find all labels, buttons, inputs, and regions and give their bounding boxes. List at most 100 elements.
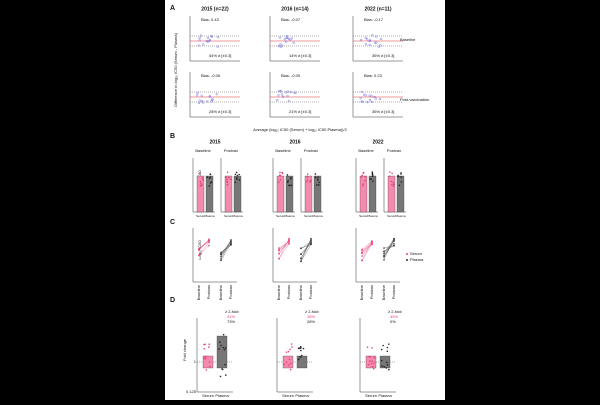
dot xyxy=(283,38,286,41)
dot xyxy=(203,343,205,346)
dot xyxy=(400,173,402,175)
dot xyxy=(375,35,378,38)
x-label: Baseline xyxy=(298,284,303,300)
dot xyxy=(361,248,363,251)
dot xyxy=(300,354,303,357)
dot xyxy=(208,177,211,180)
dot xyxy=(300,349,302,352)
dot xyxy=(236,174,239,177)
pair-line xyxy=(383,238,395,260)
panel-letter: B xyxy=(170,133,175,140)
dot xyxy=(310,241,312,244)
dot xyxy=(230,240,232,243)
dot xyxy=(286,174,289,176)
pair-line xyxy=(278,238,290,259)
dot xyxy=(371,175,374,178)
y-axis-label: Difference in log₁₀ IC50 (Serum - Plasma… xyxy=(173,32,178,107)
dot xyxy=(393,183,395,186)
dot xyxy=(386,346,389,349)
agreement-label: 14% ≠ [±0.3] xyxy=(289,53,311,58)
dot xyxy=(393,244,395,247)
dot xyxy=(400,181,403,183)
dot xyxy=(235,171,238,174)
dot xyxy=(208,361,211,363)
dot xyxy=(364,36,367,39)
bar xyxy=(396,175,405,213)
dot xyxy=(200,99,204,103)
x-label: Serum xyxy=(282,393,294,398)
x-label: Plasma xyxy=(378,393,392,398)
pair-line xyxy=(278,241,290,250)
dot xyxy=(373,41,377,44)
x-label: Serum xyxy=(359,214,368,218)
dot xyxy=(318,181,320,184)
dot xyxy=(284,91,287,94)
pair-line xyxy=(361,242,373,257)
dot xyxy=(299,356,302,359)
dot xyxy=(371,242,373,244)
year-title: 2016 xyxy=(289,139,300,145)
pair-line xyxy=(361,243,373,261)
dot xyxy=(364,179,366,182)
dot xyxy=(286,94,289,98)
dot xyxy=(225,176,227,179)
x-label: Postvax xyxy=(228,285,233,299)
dot xyxy=(391,183,393,186)
dot xyxy=(383,247,385,249)
dot xyxy=(277,181,280,183)
dot xyxy=(297,347,300,349)
dot xyxy=(390,180,392,183)
dot xyxy=(226,178,228,181)
dot xyxy=(216,45,219,48)
agreement-label: 28% ≠ [±0.3] xyxy=(209,109,231,114)
dot xyxy=(290,37,293,40)
dot xyxy=(208,244,210,247)
dot xyxy=(381,365,383,367)
bar xyxy=(224,175,233,213)
dot xyxy=(219,375,222,378)
dot xyxy=(288,239,290,242)
bias-label: Bias: -0.09 xyxy=(281,73,301,78)
dot xyxy=(287,179,289,182)
dot xyxy=(228,176,230,179)
dot xyxy=(277,94,280,97)
dot xyxy=(289,184,291,187)
dot xyxy=(278,36,282,39)
dot xyxy=(221,368,224,371)
dot xyxy=(278,250,280,252)
pair-line xyxy=(300,239,312,262)
dot xyxy=(393,237,395,240)
dot xyxy=(300,247,302,250)
dot xyxy=(360,100,363,103)
group-label: Baseline xyxy=(195,148,211,153)
dot xyxy=(370,94,373,98)
y-axis-label: Fold change xyxy=(182,338,187,361)
plasma-percent: 73% xyxy=(227,319,235,324)
x-label: Plasma xyxy=(295,393,309,398)
y-tick-label: 0.125 xyxy=(186,389,197,394)
column-title: 2016 (n=14) xyxy=(281,6,309,12)
x-label: Serum xyxy=(202,393,214,398)
y-tick-label: 1 xyxy=(194,359,197,364)
dot xyxy=(379,44,382,47)
dot xyxy=(361,255,363,257)
dot xyxy=(285,34,289,38)
dot xyxy=(361,252,363,254)
serum-percent: 28% xyxy=(307,314,315,319)
pair-line xyxy=(198,242,210,256)
dot xyxy=(289,368,292,371)
dot xyxy=(378,98,382,101)
dot xyxy=(386,364,389,366)
dot xyxy=(281,171,284,174)
dot xyxy=(288,240,290,243)
column-title: 2022 (n=11) xyxy=(364,6,391,12)
dot xyxy=(373,361,376,364)
dot xyxy=(229,178,232,181)
x-label: Baseline xyxy=(196,284,201,300)
dot xyxy=(219,341,221,343)
dot xyxy=(292,41,295,44)
dot xyxy=(383,254,385,257)
dot xyxy=(306,175,309,178)
dot xyxy=(398,184,401,187)
dot xyxy=(234,181,237,184)
